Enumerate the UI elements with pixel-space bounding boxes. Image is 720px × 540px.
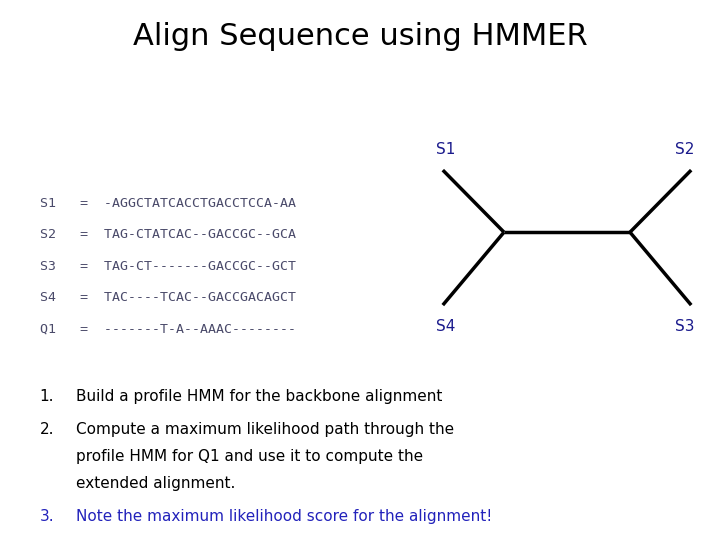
Text: S3: S3	[675, 319, 695, 334]
Text: Q1   =  -------T-A--AAAC--------: Q1 = -------T-A--AAAC--------	[40, 322, 296, 335]
Text: Build a profile HMM for the backbone alignment: Build a profile HMM for the backbone ali…	[76, 389, 442, 404]
Text: S1   =  -AGGCTATCACCTGACCTCCA-AA: S1 = -AGGCTATCACCTGACCTCCA-AA	[40, 197, 296, 210]
Text: 1.: 1.	[40, 389, 54, 404]
Text: Align Sequence using HMMER: Align Sequence using HMMER	[132, 22, 588, 51]
Text: S2: S2	[675, 141, 695, 157]
Text: S4: S4	[436, 319, 455, 334]
Text: S4   =  TAC----TCAC--GACCGACAGCT: S4 = TAC----TCAC--GACCGACAGCT	[40, 291, 296, 304]
Text: S3   =  TAG-CT-------GACCGC--GCT: S3 = TAG-CT-------GACCGC--GCT	[40, 260, 296, 273]
Text: extended alignment.: extended alignment.	[76, 476, 235, 491]
Text: profile HMM for Q1 and use it to compute the: profile HMM for Q1 and use it to compute…	[76, 449, 423, 464]
Text: 3.: 3.	[40, 509, 54, 524]
Text: Compute a maximum likelihood path through the: Compute a maximum likelihood path throug…	[76, 422, 454, 437]
Text: 2.: 2.	[40, 422, 54, 437]
Text: S1: S1	[436, 141, 455, 157]
Text: S2   =  TAG-CTATCAC--GACCGC--GCA: S2 = TAG-CTATCAC--GACCGC--GCA	[40, 228, 296, 241]
Text: Note the maximum likelihood score for the alignment!: Note the maximum likelihood score for th…	[76, 509, 492, 524]
